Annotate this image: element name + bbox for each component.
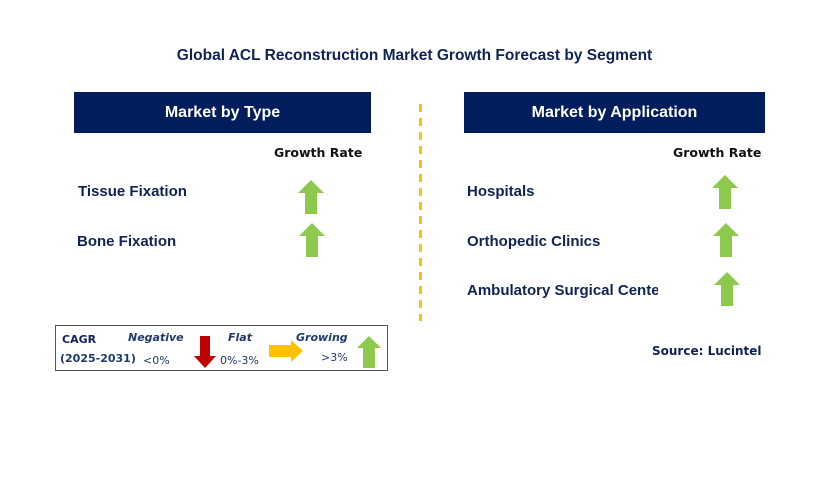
arrow-up-green-icon	[714, 272, 740, 306]
arrow-up-green-icon	[712, 175, 738, 209]
legend-growing-label: Growing	[296, 331, 348, 344]
legend-period: (2025-2031)	[60, 352, 136, 365]
application-item-orthopedic-clinics: Orthopedic Clinics	[467, 233, 601, 250]
arrow-down-red-icon	[194, 336, 216, 368]
arrow-up-green-icon	[298, 180, 324, 214]
arrow-up-green-icon	[357, 336, 381, 368]
arrow-up-green-icon	[713, 223, 739, 257]
type-panel-header: Market by Type	[74, 92, 371, 133]
legend-cagr-label: CAGR	[62, 333, 97, 346]
panel-divider	[419, 104, 422, 321]
type-item-tissue-fixation: Tissue Fixation	[78, 183, 187, 200]
page-title: Global ACL Reconstruction Market Growth …	[176, 47, 653, 64]
legend-negative-label: Negative	[128, 331, 184, 344]
arrow-right-yellow-icon	[269, 340, 303, 362]
application-item-hospitals: Hospitals	[467, 183, 535, 200]
legend-flat-label: Flat	[228, 331, 252, 344]
application-growth-rate-label: Growth Rate	[673, 145, 762, 160]
legend-growing-range: >3%	[321, 351, 348, 364]
legend-negative-range: <0%	[143, 354, 170, 367]
source-credit: Source: Lucintel	[652, 344, 762, 358]
type-growth-rate-label: Growth Rate	[274, 145, 363, 160]
application-item-ambulatory-surgical-center: Ambulatory Surgical Center	[467, 282, 658, 299]
application-panel-header: Market by Application	[464, 92, 765, 133]
legend-flat-range: 0%-3%	[220, 354, 259, 367]
arrow-up-green-icon	[299, 223, 325, 257]
cagr-legend: CAGR (2025-2031) Negative <0% Flat 0%-3%…	[55, 325, 388, 371]
type-item-bone-fixation: Bone Fixation	[77, 233, 177, 250]
